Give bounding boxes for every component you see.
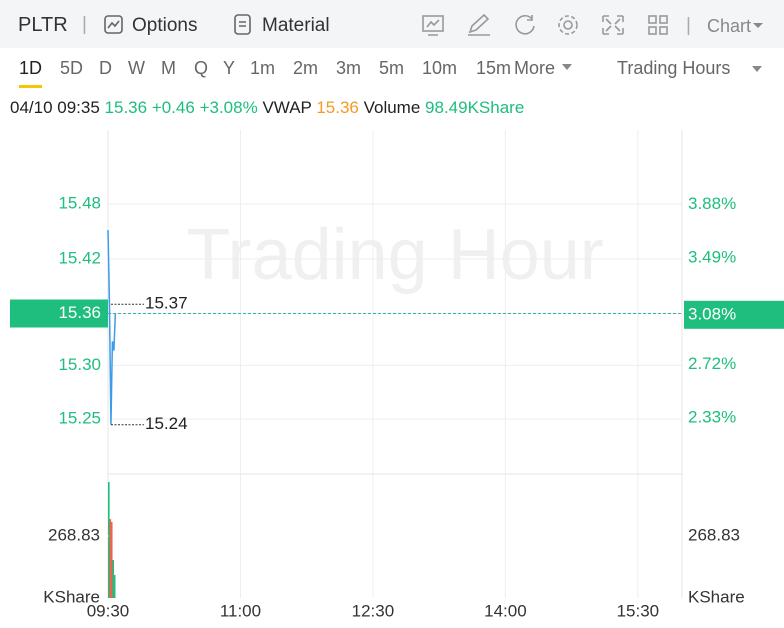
y2-tick-label: 3.49% — [688, 248, 736, 267]
toolbar: PLTR | Options Material | Chart — [0, 0, 784, 48]
tool-icons — [422, 13, 668, 36]
period-tab[interactable]: Q — [194, 58, 209, 78]
dropdown-arrow — [753, 23, 763, 28]
quote-change: +0.46 — [151, 98, 195, 117]
quote-line: 04/10 09:35 15.36 +0.46 +3.08% VWAP 15.3… — [10, 98, 524, 118]
dropdown-arrow — [752, 66, 762, 72]
y2-tick-label: 2.72% — [688, 354, 736, 373]
period-tab[interactable]: 15m — [476, 58, 512, 78]
vwap-value: 15.36 — [316, 98, 359, 117]
period-bar: 1D 5D D W M Q Y 1m 2m 3m 5m 10m 15m More Trading Hours — [0, 48, 784, 92]
quote-time: 04/10 09:35 — [10, 98, 100, 117]
x-tick-label: 15:30 — [617, 601, 660, 620]
period-tab[interactable]: 1D — [19, 58, 43, 88]
volume-value: 98.49KShare — [425, 98, 525, 117]
separator: | — [82, 14, 87, 35]
y2-tick-label: 2.33% — [688, 408, 736, 427]
y-tick-label: 15.42 — [58, 248, 101, 267]
y2-tick-label: 3.08% — [688, 304, 736, 323]
period-tab[interactable]: Y — [223, 58, 236, 78]
options-button[interactable]: Options — [132, 15, 198, 36]
options-icon — [104, 15, 123, 34]
volume-bar — [113, 574, 116, 598]
period-tab[interactable]: 10m — [422, 58, 458, 78]
dropdown-arrow — [562, 64, 572, 70]
separator: | — [686, 15, 691, 36]
current-price-box — [10, 299, 108, 328]
period-tab[interactable]: D — [99, 58, 112, 78]
volume-bar — [108, 481, 110, 598]
volume-bar — [110, 521, 113, 598]
y-tick-label: 15.36 — [58, 303, 101, 322]
period-tab[interactable]: 3m — [336, 58, 362, 78]
volume-bar — [112, 559, 115, 598]
volume-unit: KShare — [43, 587, 100, 606]
volume-tick-label: 268.83 — [688, 525, 740, 544]
annotation-label: 15.24 — [145, 414, 188, 433]
volume-label: Volume — [363, 98, 421, 117]
material-button[interactable]: Material — [262, 15, 330, 36]
period-tab[interactable]: W — [128, 58, 145, 78]
x-tick-label: 09:30 — [87, 601, 130, 620]
quote-price: 15.36 — [104, 98, 148, 117]
volume-bar — [109, 519, 112, 598]
y2-tick-label: 3.88% — [688, 194, 736, 213]
price-line — [107, 230, 117, 425]
symbol[interactable]: PLTR — [18, 14, 68, 36]
y-tick-label: 15.48 — [58, 194, 101, 213]
volume-unit: KShare — [688, 587, 745, 606]
annotation-label: 15.37 — [145, 294, 188, 313]
material-icon — [234, 14, 251, 35]
x-tick-label: 12:30 — [352, 601, 395, 620]
y-tick-label: 15.30 — [58, 355, 101, 374]
more-menu[interactable]: More — [514, 58, 556, 78]
chart-menu[interactable]: Chart — [707, 16, 752, 36]
session-menu[interactable]: Trading Hours — [617, 58, 731, 78]
quote-change-pct: +3.08% — [199, 98, 258, 117]
watermark: Trading Hour — [186, 215, 604, 295]
period-tab[interactable]: 2m — [293, 58, 319, 78]
y-tick-label: 15.25 — [58, 409, 101, 428]
period-tab[interactable]: M — [161, 58, 176, 78]
vwap-label: VWAP — [262, 98, 312, 117]
period-tab[interactable]: 1m — [250, 58, 276, 78]
period-tab[interactable]: 5D — [60, 58, 84, 78]
x-tick-label: 11:00 — [220, 601, 261, 620]
period-tab[interactable]: 5m — [379, 58, 405, 78]
current-pct-box — [684, 300, 784, 329]
x-tick-label: 14:00 — [484, 601, 527, 620]
volume-tick-label: 268.83 — [48, 525, 100, 544]
